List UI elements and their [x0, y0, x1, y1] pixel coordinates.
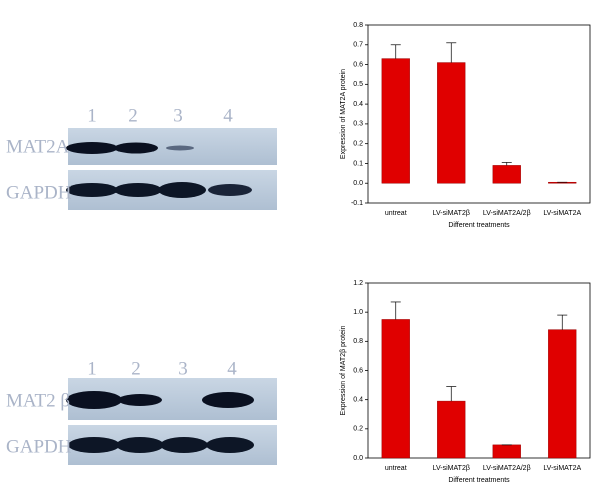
y-tick-label: 1.2: [353, 280, 363, 287]
x-tick-label: LV-siMAT2β: [433, 210, 470, 217]
bar: [381, 319, 410, 459]
band: [166, 145, 194, 151]
y-tick-label: 0.0: [353, 180, 363, 187]
y-tick-label: 0.2: [353, 426, 363, 433]
lane-label: 4: [227, 358, 237, 379]
band: [160, 437, 208, 453]
bar: [381, 58, 410, 184]
bar: [548, 329, 577, 459]
band: [66, 391, 122, 409]
y-tick-label: 0.3: [353, 121, 363, 128]
band: [158, 182, 206, 198]
band: [68, 437, 120, 453]
row-label: GAPDH: [6, 182, 72, 203]
lane-label: 3: [173, 105, 183, 126]
x-axis-label: Different treatments: [448, 477, 510, 484]
lane-label: 3: [178, 358, 188, 379]
y-tick-label: 0.4: [353, 101, 363, 108]
band: [118, 394, 162, 406]
y-tick-label: 0.4: [353, 397, 363, 404]
y-tick-label: 0.1: [353, 160, 363, 167]
y-axis-label: Expression of MAT2β protein: [340, 325, 347, 415]
y-tick-label: 0.8: [353, 338, 363, 345]
lane-label: 1: [87, 105, 97, 126]
error-bar: [501, 162, 512, 166]
x-axis-label: Different treatments: [448, 222, 510, 229]
band: [114, 183, 162, 197]
y-axis-label: Expression of MAT2A protein: [340, 69, 347, 159]
lane-label: 2: [128, 105, 138, 126]
blot: 1 2 3 4 MAT2 β GAPDH: [6, 358, 277, 465]
band: [116, 437, 164, 453]
y-tick-label: 1.0: [353, 309, 363, 316]
y-tick-label: 0.7: [353, 42, 363, 49]
band: [114, 142, 158, 154]
y-tick-label: 0.2: [353, 141, 363, 148]
x-tick-label: LV-siMAT2A: [543, 465, 581, 472]
band: [202, 392, 254, 408]
band: [208, 184, 252, 196]
band: [66, 142, 118, 154]
error-bar: [557, 314, 568, 330]
error-bar: [390, 44, 401, 59]
y-tick-label: 0.5: [353, 81, 363, 88]
y-tick-label: 0.8: [353, 22, 363, 29]
x-tick-label: LV-siMAT2β: [433, 465, 470, 472]
row-label: MAT2A: [6, 136, 70, 157]
blot: 1 2 3 4 MAT2A GAPDH: [6, 105, 277, 210]
x-tick-label: LV-siMAT2A: [543, 210, 581, 217]
band: [206, 437, 254, 453]
error-bar: [390, 301, 401, 320]
y-tick-label: 0.6: [353, 367, 363, 374]
bar: [492, 444, 521, 459]
bar: [492, 165, 521, 184]
lane-label: 1: [87, 358, 97, 379]
lane-label: 2: [131, 358, 141, 379]
y-tick-label: 0.0: [353, 455, 363, 462]
band: [66, 183, 118, 197]
y-tick-label: 0.6: [353, 61, 363, 68]
row-label: MAT2 β: [6, 390, 70, 411]
bar: [437, 400, 466, 459]
x-tick-label: untreat: [385, 210, 407, 217]
error-bar: [446, 386, 457, 402]
y-tick-label: -0.1: [351, 200, 363, 207]
x-tick-label: untreat: [385, 465, 407, 472]
x-tick-label: LV-siMAT2A/2β: [483, 465, 531, 472]
plot-frame: [367, 24, 591, 204]
bar: [437, 62, 466, 184]
lane-label: 4: [223, 105, 233, 126]
x-tick-label: LV-siMAT2A/2β: [483, 210, 531, 217]
row-label: GAPDH: [6, 436, 72, 457]
error-bar: [446, 42, 457, 63]
